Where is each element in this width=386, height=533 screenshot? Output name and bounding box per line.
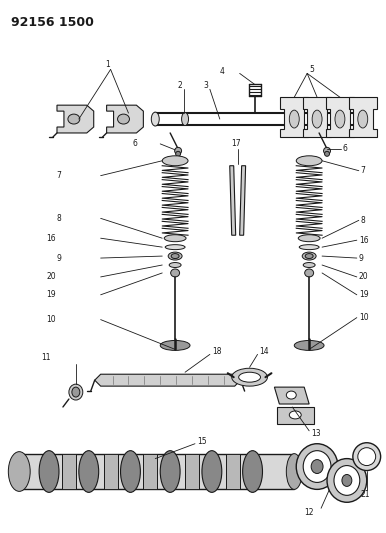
Ellipse shape — [303, 451, 331, 482]
Ellipse shape — [342, 474, 352, 487]
Polygon shape — [326, 97, 354, 137]
Polygon shape — [303, 97, 331, 137]
Bar — [226, 454, 240, 489]
Text: 12: 12 — [305, 508, 314, 516]
Ellipse shape — [176, 151, 181, 156]
Ellipse shape — [323, 147, 330, 155]
Text: 19: 19 — [46, 290, 56, 300]
Text: 21: 21 — [360, 490, 369, 499]
Ellipse shape — [232, 368, 267, 386]
Ellipse shape — [289, 411, 301, 419]
Ellipse shape — [8, 451, 30, 491]
Ellipse shape — [312, 110, 322, 128]
Ellipse shape — [289, 110, 299, 128]
Polygon shape — [19, 454, 294, 489]
Text: 19: 19 — [359, 290, 368, 300]
Bar — [143, 454, 157, 489]
Ellipse shape — [286, 454, 302, 489]
Ellipse shape — [243, 451, 262, 492]
Polygon shape — [57, 105, 94, 133]
Ellipse shape — [286, 391, 296, 399]
Text: 9: 9 — [56, 254, 61, 263]
Ellipse shape — [79, 451, 99, 492]
Ellipse shape — [151, 112, 159, 126]
Ellipse shape — [302, 252, 316, 260]
Ellipse shape — [311, 459, 323, 473]
Text: 2: 2 — [177, 81, 182, 90]
Ellipse shape — [169, 263, 181, 268]
Ellipse shape — [171, 254, 179, 259]
Ellipse shape — [327, 458, 367, 502]
Text: 4: 4 — [220, 67, 225, 76]
Polygon shape — [107, 105, 143, 133]
Text: 16: 16 — [46, 233, 56, 243]
Ellipse shape — [305, 269, 314, 277]
Ellipse shape — [202, 451, 222, 492]
Polygon shape — [230, 166, 236, 235]
Text: 3: 3 — [203, 81, 208, 90]
Text: 20: 20 — [46, 272, 56, 281]
Text: 92156 1500: 92156 1500 — [11, 16, 94, 29]
Ellipse shape — [325, 151, 330, 156]
Ellipse shape — [164, 235, 186, 241]
Ellipse shape — [69, 384, 83, 400]
Text: 15: 15 — [197, 437, 207, 446]
Polygon shape — [240, 166, 245, 235]
Ellipse shape — [239, 372, 261, 382]
Ellipse shape — [72, 387, 80, 397]
Ellipse shape — [296, 156, 322, 166]
Bar — [104, 454, 118, 489]
Ellipse shape — [174, 147, 181, 155]
Text: 8: 8 — [361, 216, 366, 225]
Text: 18: 18 — [212, 347, 221, 356]
Ellipse shape — [299, 245, 319, 249]
Text: 7: 7 — [56, 171, 61, 180]
Polygon shape — [95, 374, 240, 386]
Ellipse shape — [298, 235, 320, 241]
Text: 5: 5 — [309, 65, 314, 74]
Ellipse shape — [39, 451, 59, 492]
Ellipse shape — [171, 269, 179, 277]
Ellipse shape — [162, 156, 188, 166]
Ellipse shape — [120, 451, 141, 492]
Ellipse shape — [358, 448, 376, 465]
Text: 10: 10 — [359, 313, 368, 322]
Text: 8: 8 — [56, 214, 61, 223]
Ellipse shape — [68, 114, 80, 124]
Polygon shape — [278, 407, 314, 424]
Ellipse shape — [294, 341, 324, 350]
Text: 9: 9 — [359, 254, 364, 263]
Text: 6: 6 — [343, 144, 348, 154]
Ellipse shape — [160, 341, 190, 350]
Ellipse shape — [303, 263, 315, 268]
Ellipse shape — [296, 443, 338, 489]
Text: 1: 1 — [105, 60, 110, 69]
Ellipse shape — [358, 110, 368, 128]
Text: 7: 7 — [361, 166, 366, 175]
Polygon shape — [274, 387, 309, 404]
Bar — [62, 454, 76, 489]
Text: 11: 11 — [42, 353, 51, 362]
Ellipse shape — [160, 451, 180, 492]
Polygon shape — [280, 97, 308, 137]
Ellipse shape — [335, 110, 345, 128]
Ellipse shape — [334, 465, 360, 495]
Text: 10: 10 — [46, 315, 56, 324]
Ellipse shape — [353, 443, 381, 471]
Ellipse shape — [165, 245, 185, 249]
Ellipse shape — [168, 252, 182, 260]
Ellipse shape — [181, 112, 188, 126]
Text: 16: 16 — [359, 236, 368, 245]
Polygon shape — [349, 97, 377, 137]
Ellipse shape — [305, 254, 313, 259]
Ellipse shape — [118, 114, 129, 124]
Bar — [185, 454, 199, 489]
Text: 17: 17 — [231, 140, 240, 148]
Text: 20: 20 — [359, 272, 368, 281]
Text: 6: 6 — [132, 140, 137, 148]
Text: 13: 13 — [311, 429, 321, 438]
Text: 14: 14 — [259, 347, 269, 356]
